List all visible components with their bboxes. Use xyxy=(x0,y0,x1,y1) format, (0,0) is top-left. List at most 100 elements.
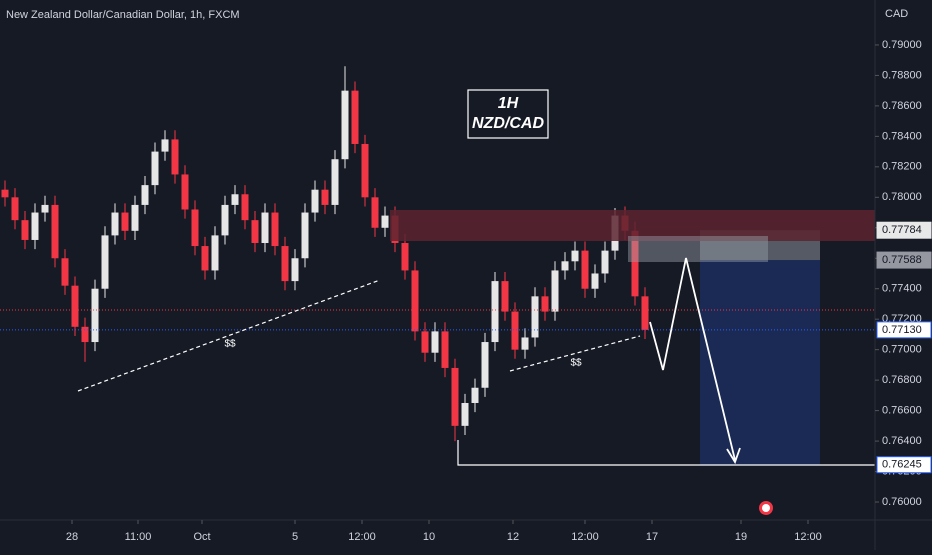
plot xyxy=(0,66,875,465)
candle-body xyxy=(501,281,509,312)
price-tag-label: 0.77130 xyxy=(882,324,922,336)
price-tag xyxy=(876,321,932,339)
label-box xyxy=(467,89,549,139)
candle-body xyxy=(61,258,69,286)
candle-body xyxy=(251,220,259,244)
x-tick-label: 10 xyxy=(423,531,435,543)
candle-body xyxy=(161,139,169,152)
candle-body xyxy=(131,204,139,231)
candle-body xyxy=(261,212,269,244)
candle-body xyxy=(31,212,39,240)
candle-body xyxy=(271,212,279,247)
y-tick-label: 0.79000 xyxy=(882,39,922,51)
candle-body xyxy=(471,387,479,403)
y-tick-label: 0.78600 xyxy=(882,100,922,112)
candle-body xyxy=(41,204,49,213)
candle-body xyxy=(321,189,329,205)
candle-body xyxy=(331,159,339,205)
price-tag-label: 0.77784 xyxy=(882,224,922,236)
price-tag xyxy=(876,456,932,474)
candle-body xyxy=(81,326,89,343)
liquidity-label: $$ xyxy=(570,358,582,369)
candle-body xyxy=(401,243,409,271)
candle-body xyxy=(191,209,199,247)
candle-body xyxy=(141,185,149,205)
candle-body xyxy=(561,261,569,271)
trendline xyxy=(77,279,381,392)
candle-body xyxy=(241,194,249,221)
y-tick-label: 0.78400 xyxy=(882,130,922,142)
candle-body xyxy=(481,342,489,388)
candle-body xyxy=(51,204,59,259)
candle-body xyxy=(521,337,529,350)
candle-body xyxy=(101,235,109,289)
candle-body xyxy=(441,331,449,368)
axis-labels: 0.79000 0.78800 0.78600 0.78400 0.78200 0.780… xyxy=(66,39,932,543)
candle-body xyxy=(111,212,119,236)
target-line xyxy=(457,440,875,466)
candle-body xyxy=(591,273,599,289)
candle-body xyxy=(91,288,99,343)
candle-body xyxy=(601,250,609,274)
candle-body xyxy=(641,296,649,330)
candle-body xyxy=(631,230,639,297)
candle-body xyxy=(571,250,579,262)
price-tag xyxy=(876,221,932,239)
supply-zone xyxy=(390,210,875,241)
candle-body xyxy=(231,194,239,205)
candle-body xyxy=(581,250,589,289)
candle-body xyxy=(1,189,9,198)
x-tick-label: 11:00 xyxy=(125,531,152,543)
x-tick-label: 12:00 xyxy=(794,531,822,543)
candle-body xyxy=(451,367,459,426)
arrow-head xyxy=(726,447,741,465)
candle-body xyxy=(311,189,319,213)
x-tick-label: Oct xyxy=(193,531,210,543)
candle-body xyxy=(491,281,499,343)
x-tick-label: 28 xyxy=(66,531,78,543)
x-tick-label: 12 xyxy=(507,531,519,543)
candle-body xyxy=(21,220,29,240)
candle-body xyxy=(411,270,419,332)
candle-body xyxy=(171,139,179,175)
reward-zone xyxy=(700,260,820,465)
candle-body xyxy=(531,296,539,338)
candle-body xyxy=(121,212,129,231)
x-tick-label: 19 xyxy=(735,531,747,543)
candle-body xyxy=(371,197,379,228)
candle-body xyxy=(361,143,369,198)
candle-body xyxy=(181,174,189,210)
zone-overlay xyxy=(628,236,768,262)
chart-title: New Zealand Dollar/Canadian Dollar, 1h, … xyxy=(6,9,240,21)
candle-body xyxy=(511,311,519,350)
currency-label: CAD xyxy=(885,8,908,20)
y-tick-label: 0.76400 xyxy=(882,435,922,447)
x-tick-label: 5 xyxy=(292,531,298,543)
candle-body xyxy=(381,215,389,228)
candle-body xyxy=(71,285,79,327)
candle-body xyxy=(211,235,219,271)
candle-body xyxy=(461,402,469,426)
candle-body xyxy=(11,197,19,221)
candle-body xyxy=(301,212,309,259)
price-tag-label: 0.76245 xyxy=(882,459,922,471)
flag-icon-inner xyxy=(762,504,770,512)
y-tick-label: 0.78800 xyxy=(882,69,922,81)
candle-body xyxy=(201,246,209,271)
candle-body xyxy=(341,90,349,160)
x-tick-label: 12:00 xyxy=(571,531,599,543)
x-tick-label: 12:00 xyxy=(348,531,376,543)
projection-arrow xyxy=(649,257,736,461)
y-tick-label: 0.76600 xyxy=(882,405,922,417)
candle-body xyxy=(431,331,439,353)
y-tick-label: 0.77400 xyxy=(882,283,922,295)
candle-body xyxy=(541,296,549,312)
price-tag-label: 0.77588 xyxy=(882,254,922,266)
candle-body xyxy=(281,246,289,282)
box-text: NZD/CAD xyxy=(472,115,544,132)
y-tick-label: 0.76000 xyxy=(882,496,922,508)
x-tick-label: 17 xyxy=(646,531,658,543)
candle-body xyxy=(221,204,229,236)
